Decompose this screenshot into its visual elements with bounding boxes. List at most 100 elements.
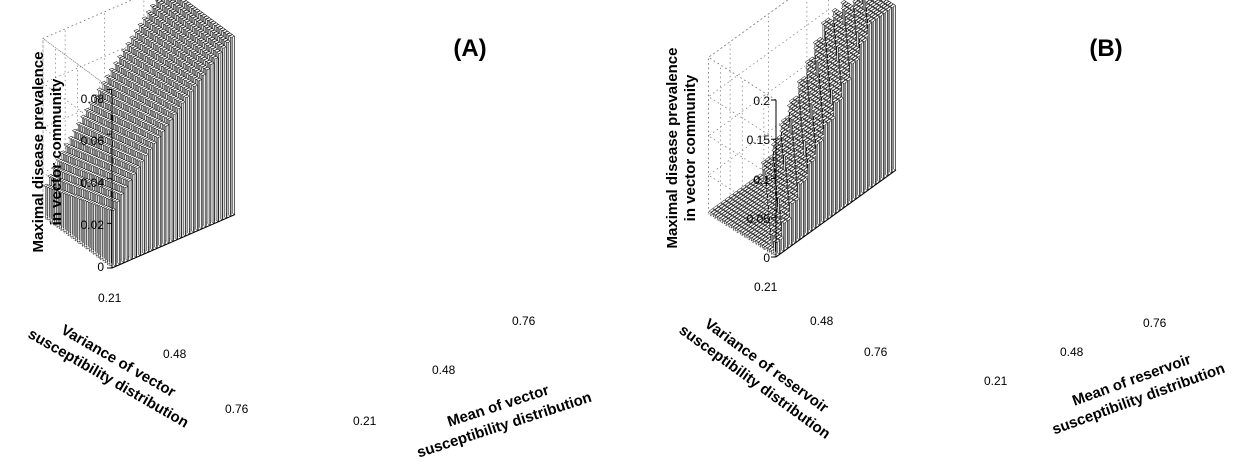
bar-side-face xyxy=(211,61,215,224)
bar-top-face xyxy=(151,31,158,36)
bar-top-face xyxy=(176,4,183,9)
bar-top-face xyxy=(186,29,193,34)
bar-side-face xyxy=(137,165,141,256)
bar-top-face xyxy=(151,5,159,9)
bar-top-face xyxy=(199,30,207,34)
bar-top-face xyxy=(188,56,195,60)
bar-top-face xyxy=(185,20,193,24)
bar-top-face xyxy=(197,62,204,66)
bar-top-face xyxy=(185,45,192,50)
bar-side-face xyxy=(203,72,206,228)
bar-top-face xyxy=(158,36,165,40)
bar-top-face xyxy=(198,12,205,16)
bar-top-face xyxy=(175,30,182,35)
bar-top-face xyxy=(137,22,144,27)
bar-top-face xyxy=(162,39,169,43)
bar-top-face xyxy=(171,36,178,41)
bar-side-face xyxy=(154,140,157,249)
bar-top-face xyxy=(167,7,174,11)
bar-top-face xyxy=(174,12,181,16)
bar-top-face xyxy=(209,45,216,50)
bar-side-face xyxy=(146,152,149,253)
bar-top-face xyxy=(154,7,161,11)
bar-top-face xyxy=(160,47,168,51)
bar-top-face xyxy=(188,22,195,26)
bar-top-face xyxy=(192,59,199,63)
bar-side-face xyxy=(199,77,202,230)
bar-top-face xyxy=(187,3,194,8)
bar-top-face xyxy=(148,30,156,34)
bar-top-face xyxy=(191,7,199,11)
bar-top-face xyxy=(190,57,197,62)
bar-top-face xyxy=(195,27,202,31)
bar-top-face xyxy=(162,30,169,34)
bar-top-face xyxy=(145,10,152,14)
bar-top-face xyxy=(163,4,170,8)
bar-top-face xyxy=(179,15,186,20)
bar-side-face xyxy=(125,184,129,262)
bar-top-face xyxy=(168,60,175,64)
bar-top-face xyxy=(170,18,177,22)
bar-top-face xyxy=(212,22,219,26)
bar-top-face xyxy=(203,24,211,29)
bar-top-face xyxy=(165,5,172,10)
bar-side-face xyxy=(162,128,165,246)
bar-top-face xyxy=(186,38,194,42)
bar-top-face xyxy=(173,38,180,42)
bar-top-face xyxy=(149,3,156,8)
bar-top-face xyxy=(204,42,212,46)
bar-top-face xyxy=(187,13,195,17)
bar-top-face xyxy=(217,34,224,39)
bar-side-face xyxy=(166,122,170,244)
chart-a: (A) 0 0.02 0.04 0.06 0.08 0.21 0.48 0.76… xyxy=(25,0,594,461)
bar-top-face xyxy=(156,8,163,13)
bar-top-face xyxy=(159,28,167,33)
bar-top-face xyxy=(202,40,209,45)
bar-top-face xyxy=(165,15,172,19)
bar-top-face xyxy=(201,56,208,61)
bar-top-face xyxy=(191,41,198,46)
bar-side-face xyxy=(224,45,227,219)
bar-top-face xyxy=(180,8,188,12)
bar-top-face xyxy=(167,42,174,46)
bar-top-face xyxy=(174,3,181,7)
grid-line xyxy=(42,118,167,224)
bar-top-face xyxy=(166,33,173,37)
bar-top-face xyxy=(140,33,147,38)
bar-top-face xyxy=(197,28,204,33)
bar-top-face xyxy=(163,57,170,61)
bar-top-face xyxy=(148,21,155,25)
bar-top-face xyxy=(135,30,142,35)
bar-top-face xyxy=(145,45,152,50)
bar-top-face xyxy=(178,41,185,45)
bar-top-face xyxy=(183,18,190,23)
bar-side-face xyxy=(150,146,153,251)
bar-top-face xyxy=(188,64,195,69)
bar-top-face xyxy=(170,27,178,31)
grid-line xyxy=(42,29,167,135)
bar-top-face xyxy=(197,37,205,42)
bar-top-face xyxy=(176,48,183,53)
bar-top-face xyxy=(181,17,188,21)
bar-top-face xyxy=(180,42,187,47)
bar-top-face xyxy=(194,18,201,22)
z-tick-label: 0.08 xyxy=(81,92,105,106)
bar-top-face xyxy=(201,14,208,18)
bar-top-face xyxy=(184,28,191,32)
bar-top-face xyxy=(180,33,187,38)
bar-top-face xyxy=(143,18,150,22)
bar-top-face xyxy=(154,0,159,1)
bar-top-face xyxy=(169,35,176,39)
bar-top-face xyxy=(205,51,212,55)
bar-top-face xyxy=(191,32,198,37)
bar-top-face xyxy=(204,33,211,38)
bar-top-face xyxy=(199,21,206,25)
bar-top-face xyxy=(164,32,171,36)
bar-top-face xyxy=(167,51,174,55)
bar-top-face xyxy=(171,45,179,49)
bar-top-face xyxy=(184,37,191,41)
bar-top-face xyxy=(189,49,196,53)
bar-top-face xyxy=(188,31,195,35)
bar-top-face xyxy=(187,47,194,51)
bar-top-face xyxy=(190,14,197,19)
